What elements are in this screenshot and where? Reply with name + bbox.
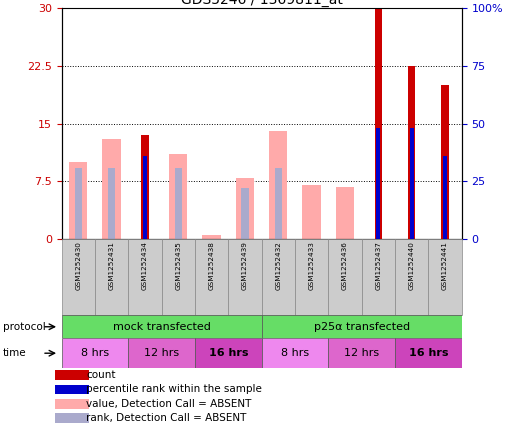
Text: value, Detection Call = ABSENT: value, Detection Call = ABSENT bbox=[86, 399, 251, 409]
Bar bbox=[103, 139, 121, 239]
Bar bbox=[141, 135, 149, 239]
Text: 16 hrs: 16 hrs bbox=[409, 348, 448, 358]
Text: GSM1252431: GSM1252431 bbox=[109, 241, 114, 290]
Bar bbox=[269, 132, 287, 239]
Title: GDS5246 / 1369811_at: GDS5246 / 1369811_at bbox=[181, 0, 343, 8]
Bar bbox=[162, 239, 195, 315]
Text: count: count bbox=[86, 370, 116, 380]
Text: rank, Detection Call = ABSENT: rank, Detection Call = ABSENT bbox=[86, 413, 247, 423]
Text: 12 hrs: 12 hrs bbox=[344, 348, 379, 358]
Bar bbox=[143, 156, 147, 239]
Bar bbox=[55, 385, 89, 394]
Bar bbox=[55, 413, 89, 423]
Text: GSM1252436: GSM1252436 bbox=[342, 241, 348, 290]
Bar bbox=[295, 239, 328, 315]
Bar bbox=[241, 188, 249, 239]
Text: 16 hrs: 16 hrs bbox=[209, 348, 248, 358]
Bar bbox=[236, 178, 254, 239]
Bar bbox=[62, 315, 262, 338]
Text: time: time bbox=[3, 348, 26, 358]
Text: GSM1252437: GSM1252437 bbox=[376, 241, 381, 290]
Bar bbox=[62, 239, 95, 315]
Bar bbox=[443, 156, 447, 239]
Text: GSM1252441: GSM1252441 bbox=[442, 241, 448, 290]
Text: GSM1252432: GSM1252432 bbox=[275, 241, 281, 290]
Bar bbox=[395, 338, 462, 368]
Bar bbox=[95, 239, 128, 315]
Text: GSM1252434: GSM1252434 bbox=[142, 241, 148, 290]
Text: GSM1252435: GSM1252435 bbox=[175, 241, 181, 290]
Bar bbox=[195, 338, 262, 368]
Text: mock transfected: mock transfected bbox=[113, 322, 210, 332]
Text: GSM1252438: GSM1252438 bbox=[209, 241, 214, 290]
Bar bbox=[203, 235, 221, 239]
Bar bbox=[428, 239, 462, 315]
Bar bbox=[377, 128, 380, 239]
Bar bbox=[328, 239, 362, 315]
Bar bbox=[441, 85, 449, 239]
Bar bbox=[262, 315, 462, 338]
Bar bbox=[410, 128, 413, 239]
Text: 8 hrs: 8 hrs bbox=[81, 348, 109, 358]
Bar bbox=[174, 168, 182, 239]
Bar bbox=[108, 168, 115, 239]
Bar bbox=[374, 8, 382, 239]
Bar bbox=[336, 187, 354, 239]
Bar bbox=[328, 338, 395, 368]
Bar bbox=[195, 239, 228, 315]
Text: GSM1252439: GSM1252439 bbox=[242, 241, 248, 290]
Bar bbox=[362, 239, 395, 315]
Text: GSM1252430: GSM1252430 bbox=[75, 241, 81, 290]
Bar bbox=[74, 168, 82, 239]
Bar bbox=[408, 66, 416, 239]
Bar bbox=[262, 338, 328, 368]
Text: percentile rank within the sample: percentile rank within the sample bbox=[86, 385, 262, 395]
Bar bbox=[55, 370, 89, 380]
Bar bbox=[274, 168, 282, 239]
Text: GSM1252440: GSM1252440 bbox=[409, 241, 415, 290]
Bar bbox=[228, 239, 262, 315]
Bar bbox=[69, 162, 87, 239]
Bar bbox=[262, 239, 295, 315]
Text: 8 hrs: 8 hrs bbox=[281, 348, 309, 358]
Bar bbox=[169, 154, 187, 239]
Text: GSM1252433: GSM1252433 bbox=[309, 241, 314, 290]
Text: 12 hrs: 12 hrs bbox=[144, 348, 179, 358]
Bar bbox=[395, 239, 428, 315]
Text: protocol: protocol bbox=[3, 322, 45, 332]
Bar bbox=[303, 185, 321, 239]
Bar bbox=[55, 399, 89, 409]
Bar bbox=[128, 239, 162, 315]
Bar bbox=[128, 338, 195, 368]
Bar bbox=[62, 338, 128, 368]
Text: p25α transfected: p25α transfected bbox=[313, 322, 410, 332]
